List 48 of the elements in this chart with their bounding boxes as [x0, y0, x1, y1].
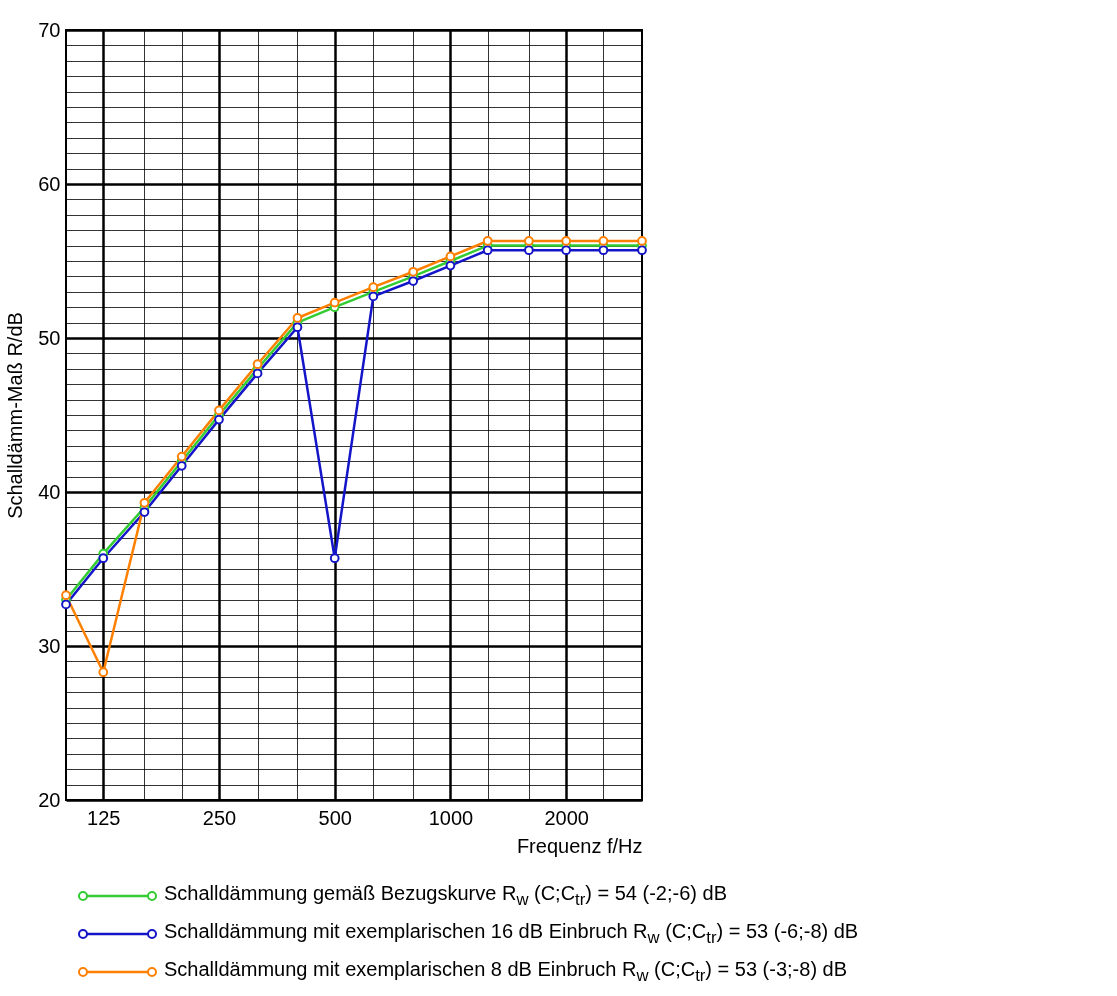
y-tick-label: 50 — [38, 326, 61, 349]
y-axis-title: Schalldämm-Maß R/dB — [4, 312, 27, 519]
point — [176, 460, 187, 471]
point — [98, 667, 109, 678]
point — [61, 599, 71, 610]
point — [98, 553, 109, 564]
point — [524, 236, 534, 246]
point — [445, 251, 456, 262]
point — [561, 245, 572, 256]
point — [482, 236, 493, 246]
x-axis-title: Frequenz f/Hz — [516, 834, 643, 857]
y-tick-label: 60 — [38, 172, 61, 195]
point — [408, 266, 419, 277]
x-tick-label: 500 — [318, 806, 352, 829]
point — [252, 368, 263, 379]
legend-label: Schalldämmung mit exemplarischen 8 dB Einbruch R$_{w}$ (C;C$_{tr}$) = 53 (-3;-8) dB — [164, 958, 848, 986]
legend-label: Schalldämmung mit exemplarischen 16 dB Einbruch R$_{w}$ (C;C$_{tr}$) = 53 (-6;-8) dB — [164, 920, 859, 948]
point — [292, 322, 303, 333]
x-tick-label: 125 — [87, 806, 121, 829]
point — [214, 414, 224, 425]
y-tick-label: 40 — [38, 480, 61, 503]
point — [524, 245, 534, 256]
point — [598, 236, 609, 246]
point — [561, 236, 572, 246]
point — [637, 245, 647, 256]
point — [252, 359, 263, 370]
point — [598, 245, 609, 256]
point — [637, 236, 647, 246]
point — [329, 553, 340, 564]
point — [214, 405, 224, 416]
point — [61, 590, 71, 601]
point — [176, 451, 187, 462]
point — [445, 260, 456, 271]
point — [408, 276, 419, 286]
point — [329, 297, 340, 308]
legend-label: Schalldämmung gemäß Bezugskurve R$_{w}$ (C;C$_{tr}$) = 54 (-2;-6) dB — [164, 882, 727, 910]
point — [482, 245, 493, 256]
y-tick-label: 20 — [38, 788, 61, 811]
y-tick-label: 70 — [38, 18, 61, 41]
point — [368, 291, 379, 302]
point — [368, 282, 379, 293]
point — [292, 313, 303, 323]
point — [139, 507, 150, 517]
point — [139, 497, 150, 508]
x-tick-label: 250 — [202, 806, 237, 829]
y-tick-label: 30 — [38, 634, 61, 657]
x-tick-label: 1000 — [428, 806, 474, 829]
x-tick-label: 2000 — [544, 806, 589, 829]
